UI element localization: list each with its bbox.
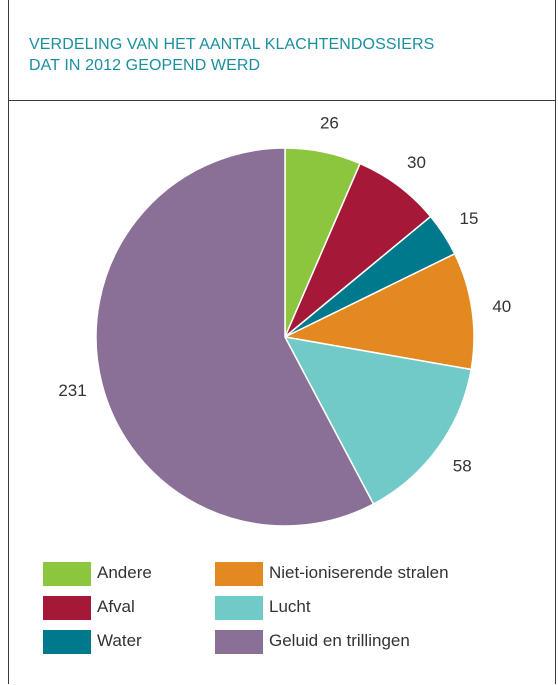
legend-swatch [43, 630, 91, 654]
legend-label: Lucht [269, 597, 311, 616]
pie-value-label: 30 [407, 153, 426, 172]
chart-title-line-2: DAT IN 2012 GEOPEND WERD [29, 57, 261, 74]
pie-slice-lucht [283, 335, 473, 506]
pie-slice-geluid-en-trillingen [95, 147, 375, 527]
legend-label: Andere [97, 563, 152, 582]
legend-swatch [215, 630, 263, 654]
pie-value-label: 58 [453, 457, 472, 476]
legend-label: Geluid en trillingen [269, 631, 410, 650]
chart-frame [8, 0, 556, 684]
legend-label: Water [97, 631, 142, 650]
pie-value-label: 26 [320, 114, 339, 133]
chart-title-line-1: VERDELING VAN HET AANTAL KLACHTENDOSSIER… [29, 36, 435, 53]
legend-swatch [43, 596, 91, 620]
pie-value-label: 15 [460, 209, 479, 228]
pie-value-label: 40 [492, 297, 511, 316]
legend-swatch [215, 596, 263, 620]
legend-label: Afval [97, 597, 135, 616]
legend-swatch [215, 562, 263, 586]
pie-slice-niet-ioniserende-stralen [282, 252, 475, 371]
chart-header: VERDELING VAN HET AANTAL KLACHTENDOSSIER… [9, 0, 555, 101]
chart-title: VERDELING VAN HET AANTAL KLACHTENDOSSIER… [29, 34, 549, 76]
legend-swatch [43, 562, 91, 586]
legend-label: Niet-ioniserende stralen [269, 563, 449, 582]
pie-value-label: 231 [58, 381, 86, 400]
